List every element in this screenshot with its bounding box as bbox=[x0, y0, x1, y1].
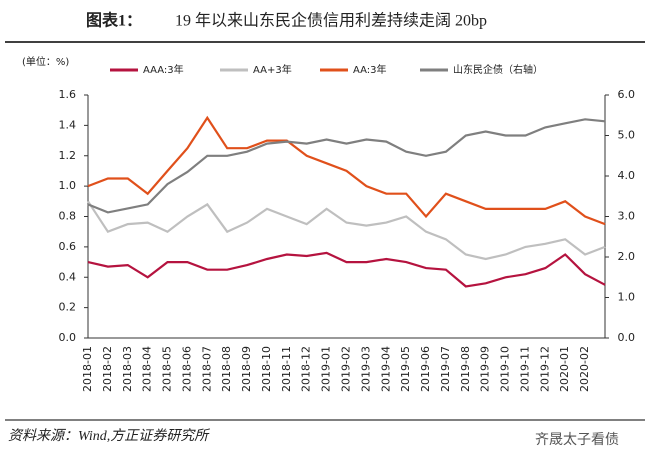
x-tick-label: 2019-01 bbox=[320, 346, 333, 392]
y2-tick-label: 2.0 bbox=[618, 250, 636, 263]
x-tick-label: 2018-08 bbox=[220, 346, 233, 392]
series-line bbox=[87, 251, 606, 288]
x-tick-label: 2018-02 bbox=[101, 346, 114, 392]
series-line bbox=[87, 115, 606, 226]
x-tick-label: 2019-10 bbox=[499, 346, 512, 392]
y2-tick-label: 6.0 bbox=[618, 88, 636, 101]
x-tick-label: 2018-07 bbox=[200, 346, 213, 392]
y2-tick-label: 4.0 bbox=[618, 169, 636, 182]
legend-label: 山东民企债（右轴） bbox=[453, 63, 543, 76]
x-tick-label: 2019-02 bbox=[340, 346, 353, 392]
x-tick-label: 2018-01 bbox=[81, 346, 94, 392]
source: 资料来源：Wind,方正证券研究所 bbox=[8, 428, 210, 444]
x-tick-label: 2018-04 bbox=[141, 346, 154, 392]
x-tick-label: 2019-07 bbox=[439, 346, 452, 392]
y-tick-label: 1.4 bbox=[59, 118, 77, 131]
watermark: 齐晟太子看债 bbox=[535, 432, 619, 448]
unit-label: (单位：%) bbox=[22, 55, 69, 68]
x-tick-label: 2020-02 bbox=[578, 346, 591, 392]
x-tick-label: 2019-03 bbox=[359, 346, 372, 392]
y-tick-label: 1.2 bbox=[59, 149, 77, 162]
x-tick-label: 2019-09 bbox=[479, 346, 492, 392]
x-tick-label: 2019-08 bbox=[459, 346, 472, 392]
x-tick-label: 2019-11 bbox=[518, 346, 531, 392]
x-tick-label: 2018-09 bbox=[240, 346, 253, 392]
y-tick-label: 1.6 bbox=[59, 88, 77, 101]
x-tick-label: 2018-12 bbox=[300, 346, 313, 392]
y-tick-label: 1.0 bbox=[59, 179, 77, 192]
legend-label: AAA:3年 bbox=[143, 63, 184, 76]
series-line bbox=[87, 118, 606, 214]
y-tick-label: 0.2 bbox=[59, 301, 77, 314]
chart-title: 19 年以来山东民企债信用利差持续走阔 20bp bbox=[175, 12, 487, 30]
legend-label: AA:3年 bbox=[353, 63, 387, 76]
x-tick-label: 2018-10 bbox=[260, 346, 273, 392]
y2-tick-label: 5.0 bbox=[618, 129, 636, 142]
x-tick-label: 2019-06 bbox=[419, 346, 432, 392]
y-tick-label: 0.0 bbox=[59, 331, 77, 344]
y-tick-label: 0.4 bbox=[59, 270, 77, 283]
y2-tick-label: 1.0 bbox=[618, 291, 636, 304]
figure-label: 图表1： bbox=[86, 11, 142, 30]
x-tick-label: 2019-05 bbox=[399, 346, 412, 392]
x-tick-label: 2018-05 bbox=[161, 346, 174, 392]
x-tick-label: 2018-03 bbox=[121, 346, 134, 392]
x-tick-label: 2020-01 bbox=[558, 346, 571, 392]
y2-tick-label: 3.0 bbox=[618, 210, 636, 223]
x-tick-label: 2019-04 bbox=[379, 346, 392, 392]
y-tick-label: 0.8 bbox=[59, 210, 77, 223]
x-tick-label: 2019-12 bbox=[538, 346, 551, 392]
x-tick-label: 2018-06 bbox=[180, 346, 193, 392]
series-line bbox=[87, 200, 606, 261]
legend-label: AA+3年 bbox=[253, 63, 292, 76]
x-tick-label: 2018-11 bbox=[280, 346, 293, 392]
y2-tick-label: 0.0 bbox=[618, 331, 636, 344]
y-tick-label: 0.6 bbox=[59, 240, 77, 253]
